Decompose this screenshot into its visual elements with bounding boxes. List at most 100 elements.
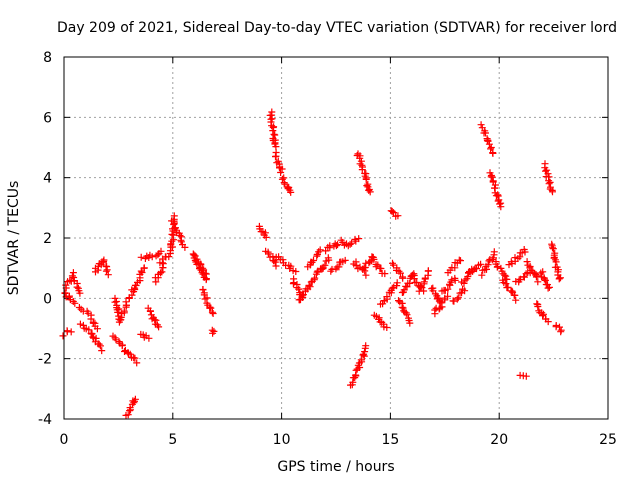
y-tick-label: 8 [43, 50, 52, 66]
data-point [85, 326, 93, 334]
data-point [362, 175, 370, 183]
data-point [388, 207, 396, 215]
data-point [100, 258, 108, 265]
x-tick-label: 20 [490, 432, 508, 448]
data-point [271, 258, 279, 266]
data-point [508, 287, 516, 295]
data-point [557, 274, 564, 282]
data-point [485, 257, 493, 265]
data-point [383, 293, 391, 301]
data-point [157, 247, 165, 255]
data-point [115, 305, 123, 313]
data-point [196, 265, 203, 273]
data-point [545, 283, 553, 291]
data-point [207, 304, 215, 312]
data-point [103, 266, 111, 274]
data-point [76, 320, 84, 328]
data-point [68, 272, 76, 280]
data-point [461, 287, 469, 295]
data-point [146, 307, 154, 315]
data-point [131, 395, 139, 403]
data-point [444, 292, 452, 300]
data-point [482, 129, 489, 137]
data-point [278, 165, 286, 173]
data-point [556, 323, 563, 331]
x-tick-label: 10 [273, 432, 291, 448]
data-point [138, 269, 146, 276]
data-point [363, 182, 371, 190]
data-point [355, 235, 363, 243]
data-point [399, 274, 407, 282]
data-point [277, 169, 285, 176]
data-point [362, 271, 370, 279]
data-point [287, 262, 295, 270]
data-point [415, 287, 423, 295]
data-point [431, 306, 439, 314]
grid-lines [64, 57, 608, 419]
data-point [93, 325, 101, 333]
data-point [198, 269, 206, 277]
data-point [306, 283, 314, 291]
data-point [137, 253, 145, 261]
data-point [520, 273, 528, 281]
data-point [209, 310, 217, 317]
data-point [176, 232, 184, 239]
data-point [111, 298, 119, 306]
data-point [361, 172, 369, 180]
data-point [381, 270, 389, 278]
data-point [262, 233, 270, 241]
data-point [104, 271, 112, 279]
data-point [61, 289, 69, 297]
data-point [130, 399, 138, 407]
x-tick-label: 0 [60, 432, 69, 448]
data-point [454, 294, 462, 302]
data-point [310, 257, 317, 264]
data-point [370, 255, 378, 263]
data-point [484, 261, 492, 269]
data-point [157, 269, 164, 277]
data-point [366, 188, 374, 196]
data-point [504, 283, 512, 291]
data-point [534, 278, 542, 286]
data-point [502, 280, 510, 288]
data-point [406, 319, 414, 327]
data-point [268, 115, 276, 123]
data-point [311, 274, 319, 282]
data-point [394, 212, 402, 220]
data-point [446, 281, 454, 289]
data-point [321, 261, 329, 269]
data-point [444, 285, 452, 293]
data-point [390, 209, 397, 217]
data-point [313, 268, 321, 276]
data-point [148, 253, 156, 261]
plot-frame [63, 56, 609, 420]
data-point [73, 283, 81, 291]
data-point [539, 268, 547, 276]
data-point [540, 310, 547, 318]
data-point [122, 298, 130, 306]
data-point [490, 248, 498, 256]
data-point [265, 250, 273, 258]
data-point [121, 348, 128, 355]
data-points [59, 108, 565, 419]
data-point [117, 313, 125, 321]
data-point [181, 243, 189, 251]
data-point [477, 121, 485, 129]
data-point [133, 359, 141, 367]
data-point [523, 258, 531, 266]
data-point [487, 144, 495, 151]
data-point [543, 166, 551, 174]
data-point [269, 127, 277, 135]
data-point [351, 235, 359, 243]
data-point [346, 240, 354, 248]
data-point [522, 372, 530, 380]
data-point [210, 327, 218, 335]
data-point [300, 291, 307, 299]
data-point [202, 275, 210, 283]
data-point [115, 338, 123, 346]
data-point [557, 326, 565, 334]
data-point [341, 256, 349, 264]
data-point [522, 270, 530, 278]
data-point [541, 276, 549, 284]
